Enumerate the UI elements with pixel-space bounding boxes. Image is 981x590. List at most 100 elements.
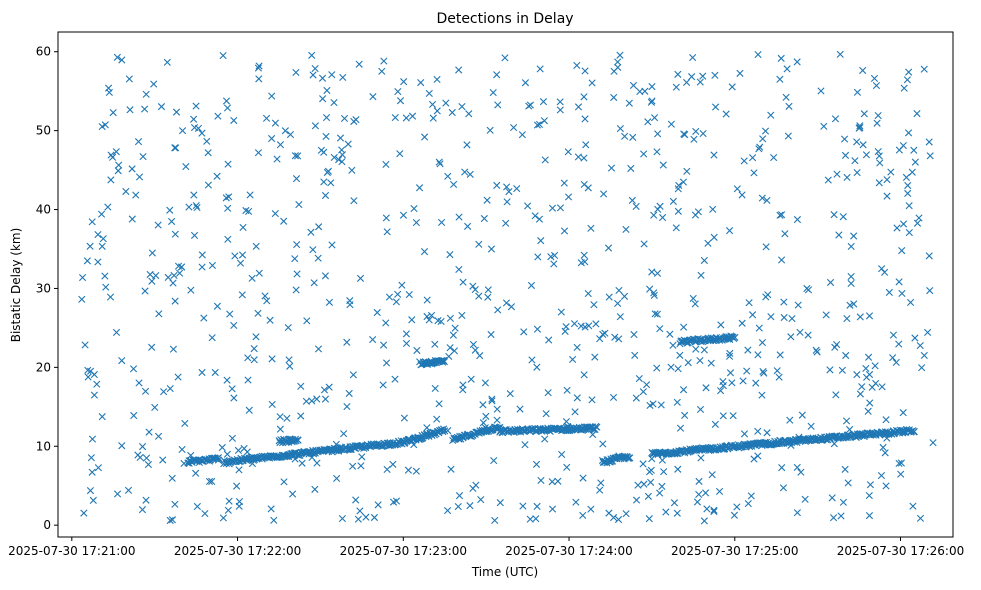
data-point: [493, 71, 501, 79]
data-point: [521, 79, 530, 87]
data-point: [322, 132, 330, 141]
data-point: [610, 67, 618, 75]
data-point: [294, 436, 302, 444]
data-point: [688, 73, 696, 81]
data-point: [487, 245, 496, 253]
data-point: [642, 381, 651, 389]
data-point: [710, 233, 718, 241]
data-point: [807, 422, 815, 430]
data-point: [78, 295, 86, 303]
data-point: [349, 462, 357, 470]
data-point: [804, 331, 812, 339]
data-point: [870, 74, 879, 83]
data-point: [605, 509, 613, 517]
data-point: [653, 269, 662, 277]
data-point: [610, 93, 618, 102]
data-point: [164, 273, 172, 281]
data-point: [533, 121, 542, 129]
data-point: [450, 180, 458, 189]
data-point: [645, 468, 654, 476]
data-points: [78, 50, 937, 525]
data-point: [321, 395, 330, 403]
data-point: [168, 516, 177, 524]
data-point: [650, 211, 658, 219]
data-point: [874, 148, 882, 156]
data-point: [629, 133, 637, 141]
data-point: [178, 127, 187, 135]
data-point: [672, 83, 680, 91]
data-point: [439, 428, 447, 436]
data-point: [283, 414, 291, 422]
data-point: [749, 154, 757, 162]
data-point: [134, 451, 142, 459]
data-point: [255, 269, 263, 277]
data-point: [644, 492, 652, 500]
data-point: [154, 221, 162, 229]
data-point: [903, 76, 911, 84]
data-point: [533, 363, 541, 371]
data-point: [104, 203, 112, 211]
data-point: [323, 86, 331, 95]
data-point: [548, 204, 557, 212]
data-point: [262, 114, 271, 122]
data-point: [782, 93, 790, 101]
data-point: [204, 149, 212, 157]
data-point: [89, 496, 97, 504]
data-point: [651, 310, 659, 318]
data-point: [270, 516, 278, 524]
data-point: [154, 432, 163, 440]
y-axis-label: Bistatic Delay (km): [9, 228, 23, 343]
data-point: [838, 366, 846, 374]
data-point: [767, 313, 775, 321]
data-point: [423, 424, 431, 432]
data-point: [778, 211, 786, 219]
data-point: [895, 146, 903, 154]
data-point: [847, 272, 855, 281]
data-point: [254, 64, 262, 72]
data-point: [639, 388, 647, 396]
data-point: [338, 146, 346, 154]
data-point: [201, 509, 209, 518]
data-point: [828, 494, 836, 502]
data-point: [446, 344, 454, 352]
data-point: [837, 512, 845, 520]
data-point: [400, 414, 408, 422]
data-point: [743, 367, 751, 375]
data-point: [865, 491, 873, 500]
data-point: [540, 117, 548, 125]
data-point: [138, 506, 147, 514]
data-point: [192, 469, 200, 477]
data-point: [308, 51, 316, 59]
data-point: [699, 129, 707, 138]
data-point: [268, 400, 276, 409]
data-point: [138, 443, 147, 451]
data-point: [355, 60, 363, 68]
data-point: [784, 132, 792, 140]
data-point: [172, 108, 181, 116]
data-point: [198, 251, 206, 259]
data-point: [213, 302, 222, 310]
data-point: [563, 463, 571, 471]
data-point: [556, 204, 565, 212]
data-point: [534, 253, 542, 261]
data-point: [130, 411, 138, 420]
data-point: [584, 289, 592, 298]
data-point: [346, 301, 354, 309]
data-point: [454, 502, 462, 511]
data-point: [469, 484, 477, 493]
data-point: [451, 324, 459, 332]
data-point: [628, 196, 636, 204]
data-point: [859, 141, 867, 149]
data-point: [738, 191, 746, 199]
data-point: [750, 169, 758, 177]
data-point: [701, 489, 710, 497]
data-point: [250, 345, 258, 353]
data-point: [739, 377, 747, 385]
data-point: [601, 329, 609, 337]
data-point: [862, 373, 871, 381]
data-point: [118, 56, 126, 64]
data-point: [803, 284, 811, 293]
data-point: [446, 251, 454, 259]
data-point: [431, 384, 439, 393]
data-point: [327, 179, 335, 187]
